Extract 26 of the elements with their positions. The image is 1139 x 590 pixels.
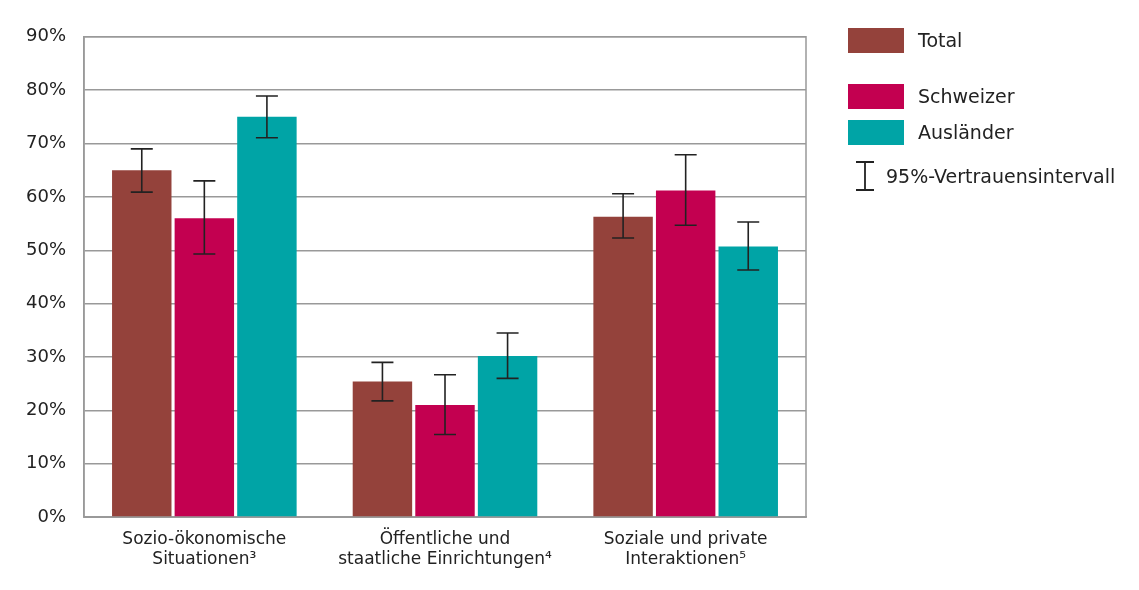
legend-label: Total <box>918 29 963 51</box>
bar <box>352 381 413 517</box>
y-tick-label: 70% <box>25 131 67 153</box>
text: 95%-Vertrauensintervall <box>886 165 1116 187</box>
y-tick-label: 50% <box>25 237 67 259</box>
bar <box>593 216 653 517</box>
y-tick-label: 0% <box>37 504 67 526</box>
bar <box>174 218 235 517</box>
x-tick-label: Sozio-ökonomische Situationen³ <box>122 527 287 569</box>
y-tick-label: 10% <box>25 451 67 473</box>
x-tick-label: Öffentliche und staatliche Einrichtungen⁴ <box>338 526 552 569</box>
bar <box>718 246 778 517</box>
bar <box>112 170 172 517</box>
bar <box>655 190 716 517</box>
y-tick-label: 90% <box>25 24 67 46</box>
y-tick-label: 80% <box>25 77 67 99</box>
legend-label: Ausländer <box>918 121 1014 143</box>
legend-label: Schweizer <box>918 85 1015 107</box>
bar <box>477 356 538 517</box>
bar <box>237 116 297 517</box>
y-tick-label: 20% <box>25 398 67 420</box>
x-tick-label: Soziale und private Interaktionen⁵ <box>603 527 768 569</box>
bar <box>415 405 475 517</box>
y-tick-label: 40% <box>25 291 67 313</box>
y-tick-label: 30% <box>25 344 67 366</box>
y-tick-label: 60% <box>25 184 67 206</box>
